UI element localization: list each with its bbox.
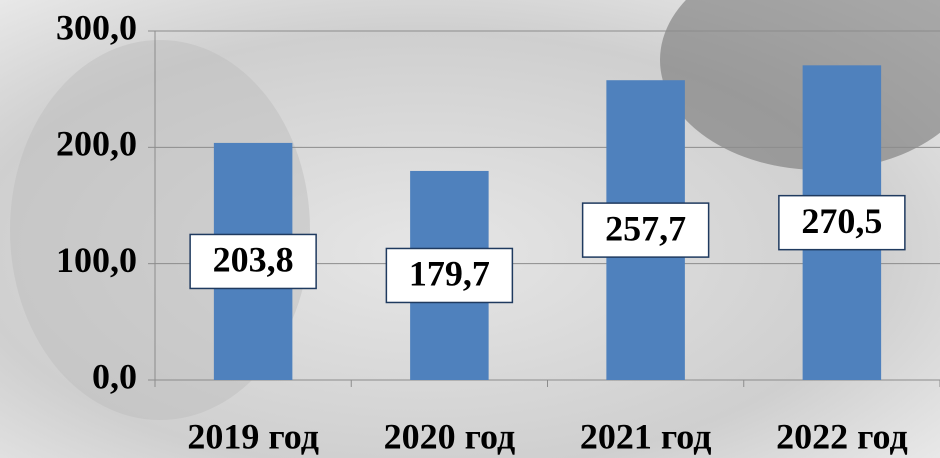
x-tick-label: 2019 год	[187, 416, 319, 456]
data-label-box	[189, 233, 317, 290]
x-tick-label: 2022 год	[776, 416, 908, 456]
data-label: 257,7	[605, 208, 686, 248]
data-label-box	[581, 202, 710, 258]
x-tick-label: 2020 год	[384, 416, 516, 456]
x-tick-label: 2021 год	[580, 416, 712, 456]
data-label: 179,7	[409, 254, 490, 294]
y-tick-label: 100,0	[56, 240, 137, 280]
data-label: 270,5	[801, 201, 882, 241]
y-tick-label: 200,0	[56, 124, 137, 164]
data-label-box	[778, 194, 906, 251]
y-tick-label: 0,0	[92, 356, 137, 396]
data-label: 203,8	[213, 240, 294, 280]
y-tick-label: 300,0	[56, 7, 137, 47]
data-label-box	[385, 247, 514, 304]
